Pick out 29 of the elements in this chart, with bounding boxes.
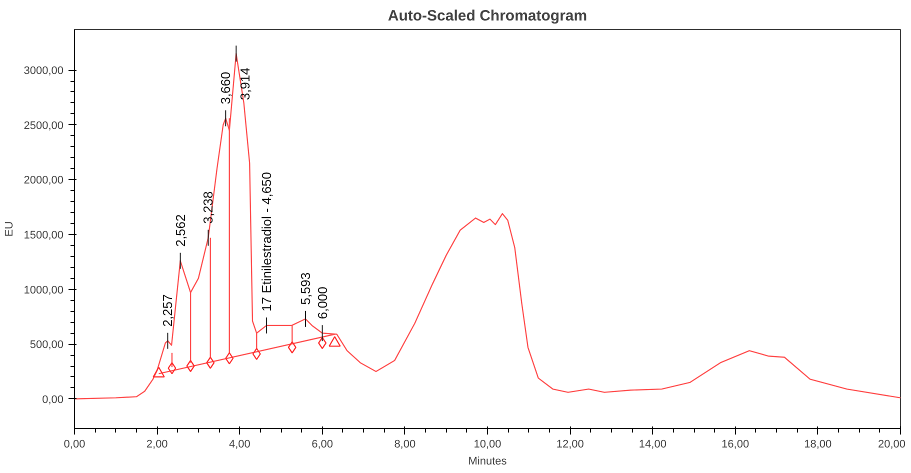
y-tick-label: 1000,00 — [24, 284, 64, 296]
x-tick-label: 8,00 — [394, 438, 416, 450]
x-tick-label: 18,00 — [804, 438, 832, 450]
annotation: 3,238 — [200, 191, 216, 224]
x-tick-label: 6,00 — [312, 438, 334, 450]
annotation: 3,914 — [238, 68, 253, 100]
annotation: 2,562 — [172, 214, 188, 247]
x-tick-label: 10,00 — [474, 438, 502, 450]
annotation: 6,000 — [314, 286, 330, 320]
annotation: 5,593 — [298, 272, 313, 305]
x-axis-title: Minutes — [468, 456, 508, 468]
x-tick-label: 12,00 — [556, 438, 584, 450]
y-tick-label: 2000,00 — [24, 174, 64, 187]
annotation: 2,257 — [160, 294, 176, 327]
x-tick-label: 2,00 — [146, 438, 168, 450]
y-axis-title: EU — [4, 221, 16, 237]
chart-title: Auto-Scaled Chromatogram — [388, 8, 588, 24]
y-tick-label: 0,00 — [42, 394, 64, 406]
x-tick-label: 0,00 — [64, 438, 86, 450]
y-tick-label: 2500,00 — [24, 120, 64, 132]
x-tick-label: 20,00 — [878, 438, 906, 450]
y-tick-label: 3000,00 — [24, 65, 64, 78]
x-tick-label: 16,00 — [722, 438, 750, 450]
annotation: 3,660 — [218, 72, 234, 104]
x-tick-label: 4,00 — [228, 438, 250, 450]
y-tick-label: 1500,00 — [24, 229, 64, 242]
x-tick-label: 14,00 — [638, 438, 666, 450]
annotation: 17 Etinilestradiol - 4,650 — [259, 172, 274, 312]
y-tick-label: 500,00 — [30, 339, 64, 352]
